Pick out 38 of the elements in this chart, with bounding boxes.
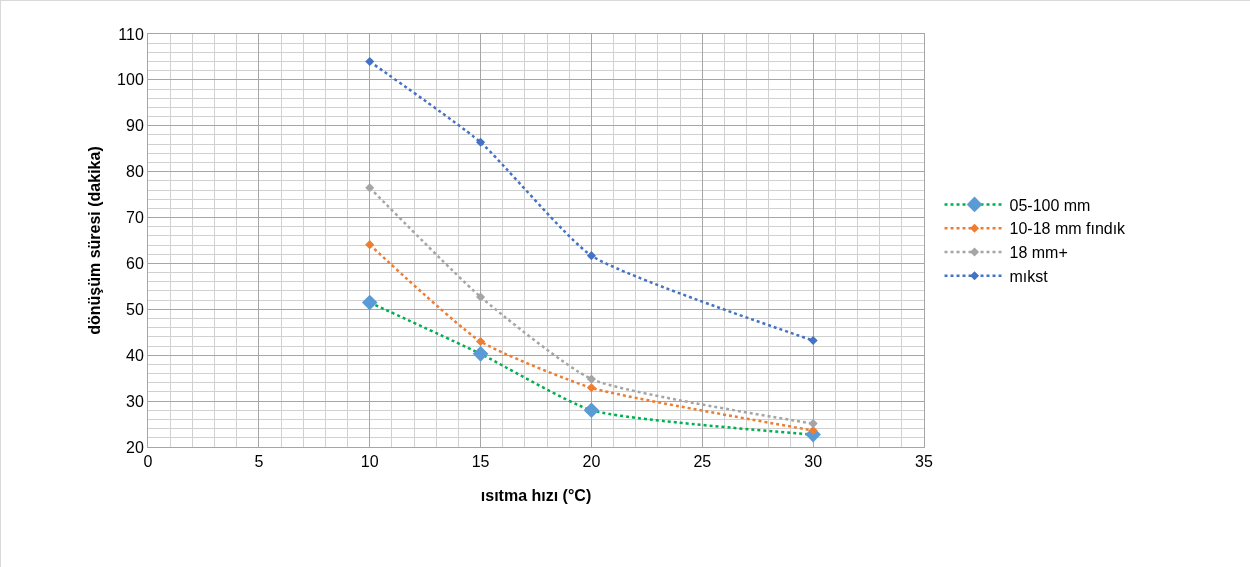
x-tick-label: 35 bbox=[915, 453, 933, 471]
y-tick-label: 20 bbox=[126, 438, 144, 456]
point bbox=[586, 251, 596, 261]
point bbox=[361, 294, 378, 311]
point bbox=[476, 336, 486, 347]
y-tick-label: 50 bbox=[126, 300, 144, 318]
legend-label: 05-100 mm bbox=[1009, 196, 1091, 214]
x-axis-title: ısıtma hızı (°C) bbox=[480, 486, 592, 504]
point bbox=[365, 183, 375, 193]
point bbox=[476, 137, 486, 147]
point bbox=[586, 374, 596, 384]
y-axis-title: dönüşüm süresi (dakika) bbox=[86, 146, 103, 335]
point bbox=[472, 346, 489, 362]
legend-label: 18 mm+ bbox=[1009, 244, 1068, 262]
y-tick-label: 110 bbox=[118, 25, 144, 43]
y-tick-label: 60 bbox=[126, 255, 144, 273]
y-tick-label: 40 bbox=[126, 346, 144, 364]
point bbox=[808, 335, 818, 346]
point bbox=[586, 383, 596, 393]
x-tick-label: 5 bbox=[254, 453, 264, 471]
legend-label: 10-18 mm fındık bbox=[1009, 220, 1127, 238]
point bbox=[365, 240, 375, 250]
y-tick-label: 90 bbox=[126, 117, 144, 135]
y-tick-label: 100 bbox=[117, 71, 144, 89]
x-tick-label: 30 bbox=[804, 453, 823, 471]
point bbox=[476, 292, 486, 302]
y-tick-label: 80 bbox=[126, 163, 144, 181]
legend-label: mıkst bbox=[1009, 268, 1049, 286]
y-tick-label: 30 bbox=[126, 392, 144, 410]
point bbox=[583, 402, 600, 419]
x-tick-label: 0 bbox=[143, 453, 153, 471]
x-tick-label: 25 bbox=[693, 453, 712, 471]
x-tick-label: 15 bbox=[471, 453, 490, 471]
x-tick-label: 10 bbox=[360, 453, 379, 471]
y-tick-label: 70 bbox=[126, 209, 144, 227]
point bbox=[808, 419, 818, 429]
x-tick-label: 20 bbox=[582, 453, 601, 471]
point bbox=[365, 56, 375, 67]
